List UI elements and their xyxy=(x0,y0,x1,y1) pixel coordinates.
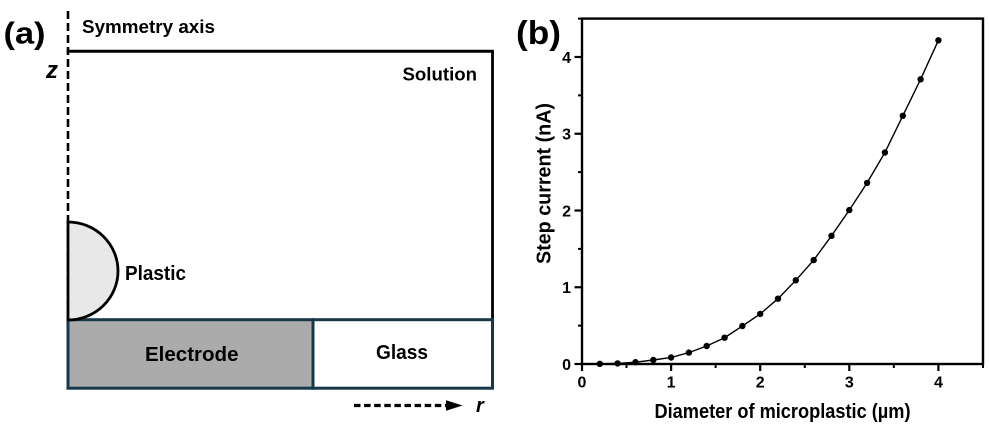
svg-text:r: r xyxy=(476,395,485,417)
svg-text:2: 2 xyxy=(756,375,765,392)
svg-text:0: 0 xyxy=(578,375,587,392)
svg-text:z: z xyxy=(45,57,58,84)
svg-text:4: 4 xyxy=(562,50,571,67)
svg-text:1: 1 xyxy=(667,375,676,392)
svg-text:Symmetry axis: Symmetry axis xyxy=(82,17,215,37)
svg-text:1: 1 xyxy=(562,280,571,297)
svg-text:Solution: Solution xyxy=(403,65,478,85)
svg-text:Step current (nA): Step current (nA) xyxy=(534,103,556,264)
svg-text:4: 4 xyxy=(934,375,943,392)
svg-text:Diameter of microplastic (µm): Diameter of microplastic (µm) xyxy=(655,401,911,423)
svg-text:3: 3 xyxy=(845,375,854,392)
svg-text:2: 2 xyxy=(562,203,571,220)
svg-text:(b): (b) xyxy=(516,14,561,51)
svg-text:Plastic: Plastic xyxy=(125,263,186,285)
svg-text:Glass: Glass xyxy=(376,342,428,364)
svg-text:Electrode: Electrode xyxy=(145,344,239,366)
svg-text:3: 3 xyxy=(562,127,571,144)
svg-text:0: 0 xyxy=(562,357,571,374)
svg-text:(a): (a) xyxy=(4,16,46,51)
